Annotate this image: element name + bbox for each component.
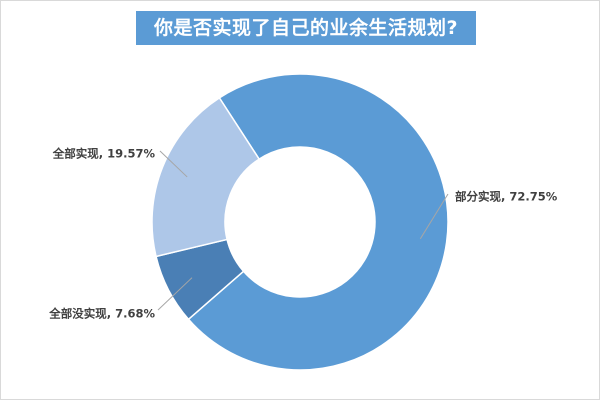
leader-line bbox=[159, 150, 188, 178]
chart-title: 你是否实现了自己的业余生活规划? bbox=[136, 11, 476, 45]
leader-line bbox=[157, 277, 193, 311]
leader-lines bbox=[157, 150, 449, 311]
donut-slices bbox=[151, 73, 449, 371]
slice-partial bbox=[187, 73, 449, 371]
data-label: 部分实现, 72.75% bbox=[455, 190, 558, 204]
data-labels: 部分实现, 72.75% 全部没实现, 7.68% 全部实现, 19.57% bbox=[48, 147, 558, 321]
leader-line bbox=[419, 193, 449, 240]
slice-all bbox=[151, 96, 261, 258]
data-label: 全部没实现, 7.68% bbox=[48, 307, 155, 321]
data-label: 全部实现, 19.57% bbox=[52, 147, 156, 161]
